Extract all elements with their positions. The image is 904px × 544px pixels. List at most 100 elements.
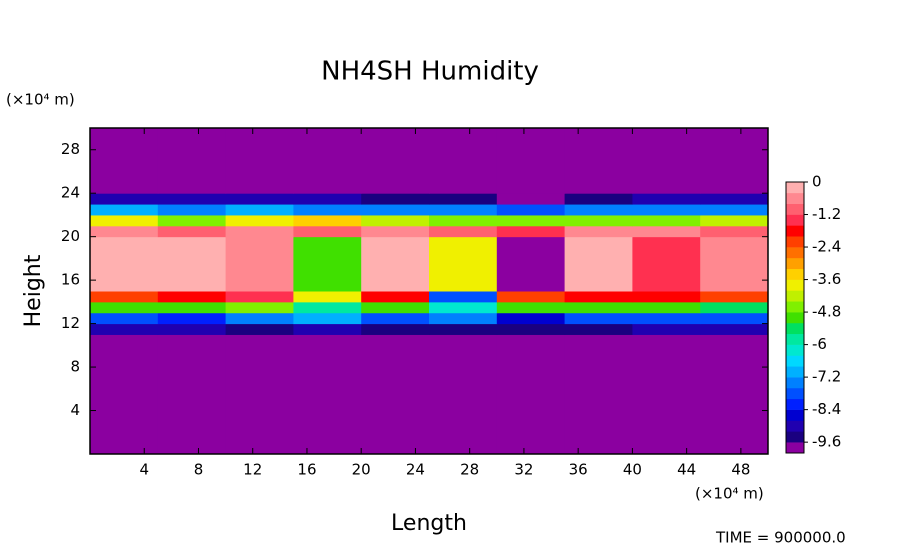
cell: [293, 204, 362, 216]
cell: [293, 334, 362, 455]
colorbar-tick-label: -6: [812, 335, 827, 353]
cell: [90, 312, 159, 325]
y-tick-label: 16: [61, 271, 80, 289]
colorbar-tick-label: -9.6: [812, 433, 841, 451]
colorbar-band: [786, 236, 804, 248]
x-tick-label: 16: [297, 461, 316, 479]
cell: [361, 301, 430, 314]
cell: [157, 128, 227, 194]
cell: [90, 301, 159, 314]
x-unit: (×10⁴ m): [695, 485, 764, 503]
y-tick-label: 20: [61, 227, 80, 245]
cell: [429, 236, 498, 292]
cell: [225, 236, 294, 292]
cell: [564, 301, 633, 314]
colorbar-band: [786, 225, 804, 237]
colorbar-band: [786, 431, 804, 443]
chart-title: NH4SH Humidity: [321, 57, 539, 87]
y-axis-label: Height: [21, 254, 46, 327]
cell: [157, 204, 227, 216]
cell: [90, 225, 159, 238]
cell: [293, 225, 362, 238]
cell: [361, 128, 430, 194]
cell: [429, 291, 498, 303]
cell: [293, 193, 362, 205]
cell: [700, 193, 769, 205]
cell: [225, 301, 294, 314]
cell: [225, 334, 294, 455]
cell: [90, 291, 159, 303]
colorbar-band: [786, 257, 804, 270]
cell: [157, 214, 227, 227]
colorbar-band: [786, 247, 804, 259]
cell: [361, 312, 430, 325]
cell: [429, 193, 498, 205]
cell: [632, 323, 701, 335]
colorbar-band: [786, 322, 804, 335]
cell: [90, 323, 159, 335]
cell: [564, 334, 633, 455]
cell: [157, 225, 227, 238]
colorbar-band: [786, 355, 804, 367]
cell: [293, 312, 362, 325]
cell: [157, 334, 227, 455]
colorbar-band: [786, 214, 804, 226]
colorbar-band: [786, 409, 804, 421]
cell: [700, 214, 769, 227]
cell: [429, 204, 498, 216]
cell: [700, 323, 769, 335]
cell: [361, 291, 430, 303]
colorbar-band: [786, 387, 804, 400]
x-axis-label: Length: [391, 511, 467, 536]
cell: [361, 323, 430, 335]
cell: [429, 128, 498, 194]
cell: [632, 301, 701, 314]
y-tick-label: 28: [61, 140, 80, 158]
x-tick-label: 4: [139, 461, 149, 479]
cell: [564, 323, 633, 335]
colorbar-tick-label: -1.2: [812, 205, 841, 223]
cell: [90, 334, 159, 455]
cell: [496, 301, 566, 314]
cell: [293, 323, 362, 335]
cell: [700, 225, 769, 238]
colorbar-tick-label: -7.2: [812, 368, 841, 386]
cell: [293, 301, 362, 314]
cell: [564, 312, 633, 325]
cell: [225, 323, 294, 335]
x-tick-label: 28: [460, 461, 479, 479]
cell: [496, 236, 566, 292]
y-tick-label: 24: [61, 184, 80, 202]
cell: [361, 225, 430, 238]
cell: [293, 291, 362, 303]
cell: [225, 225, 294, 238]
cell: [564, 214, 633, 227]
cell: [361, 334, 430, 455]
cell: [564, 128, 633, 194]
x-tick-label: 32: [514, 461, 533, 479]
cell: [632, 236, 701, 292]
colorbar-tick-label: -8.4: [812, 400, 841, 418]
cell: [293, 236, 362, 292]
x-tick-label: 44: [677, 461, 696, 479]
colorbar-band: [786, 301, 804, 313]
cell: [157, 312, 227, 325]
cell: [632, 334, 701, 455]
cell: [225, 128, 294, 194]
cell: [225, 312, 294, 325]
x-tick-label: 40: [623, 461, 642, 479]
cell: [293, 128, 362, 194]
colorbar-band: [786, 279, 804, 291]
colorbar-tick-label: -2.4: [812, 238, 841, 256]
cell: [225, 214, 294, 227]
y-tick-label: 4: [70, 401, 80, 419]
colorbar-band: [786, 366, 804, 378]
x-tick-label: 12: [243, 461, 262, 479]
colorbar-band: [786, 398, 804, 410]
cell: [632, 225, 701, 238]
cell: [632, 214, 701, 227]
cell: [700, 312, 769, 325]
cell: [429, 214, 498, 227]
cell: [700, 236, 769, 292]
